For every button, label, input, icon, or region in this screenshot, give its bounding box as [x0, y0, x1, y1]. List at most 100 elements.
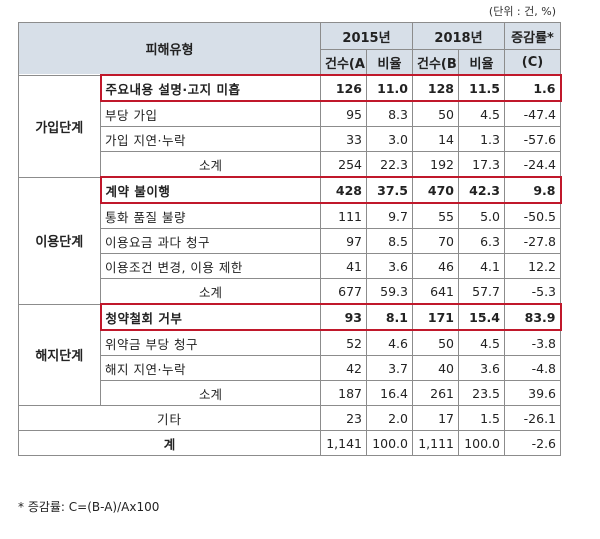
ratio-2015-cell: 9.7 [366, 202, 413, 229]
change-rate-cell: -47.4 [504, 100, 561, 127]
count-2018-cell: 1,111 [412, 430, 459, 456]
table-row: 해지 지연·누락 42 3.7 40 3.6 -4.8 [19, 355, 561, 381]
count-2015-cell: 254 [320, 151, 367, 178]
table-row: 해지단계 청약철회 거부 93 8.1 171 15.4 83.9 [18, 303, 562, 406]
other-label: 기타 [18, 405, 321, 431]
ratio-2018-cell: 3.6 [458, 355, 505, 381]
subtotal-row: 소계 677 59.3 641 57.7 -5.3 [19, 278, 561, 305]
ratio-2018-cell: 1.3 [458, 126, 505, 152]
total-row: 계 1,141 100.0 1,111 100.0 -2.6 [18, 430, 561, 456]
stage-label: 가입단계 [18, 74, 101, 178]
table-row: 이용단계 계약 불이행 428 37.5 470 42.3 9.8 [18, 176, 562, 305]
change-rate-cell: -24.4 [504, 151, 561, 178]
ratio-2015-cell: 100.0 [366, 430, 413, 456]
unit-note: (단위 : 건, %) [488, 5, 556, 18]
change-rate-cell: 1.6 [504, 74, 562, 102]
stage-label: 이용단계 [18, 176, 101, 305]
table-row: 통화 품질 불량 111 9.7 55 5.0 -50.5 [19, 202, 561, 229]
ratio-2015-cell: 37.5 [366, 176, 413, 204]
header-2015: 2015년 [320, 22, 413, 50]
count-2018-cell: 192 [412, 151, 459, 178]
header-change-rate: 증감률* [504, 22, 561, 50]
count-2018-cell: 14 [412, 126, 459, 152]
damage-item-label: 통화 품질 불량 [100, 202, 321, 229]
count-2018-cell: 17 [412, 405, 459, 431]
subtotal-row: 소계 187 16.4 261 23.5 39.6 [19, 380, 561, 406]
header-ratio-b: 비율 [458, 49, 505, 76]
change-rate-cell: -57.6 [504, 126, 561, 152]
damage-item-label: 청약철회 거부 [99, 303, 321, 331]
count-2018-cell: 50 [412, 100, 459, 127]
ratio-2015-cell: 11.0 [366, 74, 413, 102]
other-row: 기타 23 2.0 17 1.5 -26.1 [18, 405, 561, 431]
ratio-2015-cell: 3.0 [366, 126, 413, 152]
change-rate-cell: 9.8 [504, 176, 562, 204]
change-rate-cell: -3.8 [504, 329, 561, 356]
count-2015-cell: 428 [320, 176, 367, 204]
ratio-2018-cell: 42.3 [458, 176, 505, 204]
table-row: 위약금 부당 청구 52 4.6 50 4.5 -3.8 [19, 329, 561, 356]
ratio-2015-cell: 22.3 [366, 151, 413, 178]
table-row: 가입 지연·누락 33 3.0 14 1.3 -57.6 [19, 126, 561, 152]
header-ratio-a: 비율 [366, 49, 413, 76]
change-rate-cell: -4.8 [504, 355, 561, 381]
count-2015-cell: 41 [320, 253, 367, 279]
change-rate-cell: -5.3 [504, 278, 561, 305]
subtotal-row: 소계 254 22.3 192 17.3 -24.4 [19, 151, 561, 178]
ratio-2018-cell: 11.5 [458, 74, 505, 102]
ratio-2015-cell: 4.6 [366, 329, 413, 356]
ratio-2018-cell: 100.0 [458, 430, 505, 456]
change-rate-cell: -50.5 [504, 202, 561, 229]
change-rate-cell: 12.2 [504, 253, 561, 279]
table-row: 이용요금 과다 청구 97 8.5 70 6.3 -27.8 [19, 228, 561, 254]
count-2015-cell: 33 [320, 126, 367, 152]
count-2015-cell: 52 [320, 329, 367, 356]
ratio-2015-cell: 8.3 [366, 100, 413, 127]
subtotal-label: 소계 [100, 278, 321, 305]
count-2015-cell: 23 [320, 405, 367, 431]
ratio-2018-cell: 23.5 [458, 380, 505, 406]
damage-item-label: 주요내용 설명·고지 미흡 [99, 74, 321, 102]
count-2018-cell: 55 [412, 202, 459, 229]
count-2018-cell: 261 [412, 380, 459, 406]
count-2018-cell: 40 [412, 355, 459, 381]
damage-type-table: 피해유형 2015년 2018년 증감률* 건수(A) 비율 건수(B) 비율 … [18, 22, 562, 456]
header-change-c: (C) [504, 49, 561, 76]
table-row: 이용조건 변경, 이용 제한 41 3.6 46 4.1 12.2 [19, 253, 561, 279]
count-2018-cell: 128 [412, 74, 459, 102]
count-2018-cell: 470 [412, 176, 459, 204]
damage-item-label: 해지 지연·누락 [100, 355, 321, 381]
footnote: * 증감률: C=(B-A)/Ax100 [18, 500, 160, 514]
ratio-2015-cell: 2.0 [366, 405, 413, 431]
header-count-a: 건수(A) [320, 49, 367, 76]
count-2015-cell: 1,141 [320, 430, 367, 456]
ratio-2018-cell: 15.4 [458, 303, 505, 331]
faded-top-caption [180, 0, 440, 10]
count-2015-cell: 97 [320, 228, 367, 254]
table-row: 가입단계 주요내용 설명·고지 미흡 126 11.0 128 11.5 1.6 [18, 74, 562, 178]
ratio-2018-cell: 4.5 [458, 329, 505, 356]
table-row: 부당 가입 95 8.3 50 4.5 -47.4 [19, 100, 561, 127]
ratio-2015-cell: 3.6 [366, 253, 413, 279]
change-rate-cell: -26.1 [504, 405, 561, 431]
damage-item-label: 부당 가입 [100, 100, 321, 127]
ratio-2015-cell: 8.5 [366, 228, 413, 254]
ratio-2015-cell: 3.7 [366, 355, 413, 381]
ratio-2018-cell: 4.1 [458, 253, 505, 279]
header-count-b: 건수(B) [412, 49, 459, 76]
damage-item-label: 가입 지연·누락 [100, 126, 321, 152]
subtotal-label: 소계 [100, 380, 321, 406]
count-2015-cell: 126 [320, 74, 367, 102]
total-label: 계 [18, 430, 321, 456]
subtotal-label: 소계 [100, 151, 321, 178]
count-2015-cell: 42 [320, 355, 367, 381]
count-2015-cell: 187 [320, 380, 367, 406]
header-2018: 2018년 [412, 22, 505, 50]
ratio-2018-cell: 1.5 [458, 405, 505, 431]
damage-item-label: 계약 불이행 [99, 176, 321, 204]
count-2018-cell: 641 [412, 278, 459, 305]
count-2018-cell: 171 [412, 303, 459, 331]
damage-item-label: 위약금 부당 청구 [100, 329, 321, 356]
count-2018-cell: 70 [412, 228, 459, 254]
stage-label: 해지단계 [18, 303, 101, 406]
